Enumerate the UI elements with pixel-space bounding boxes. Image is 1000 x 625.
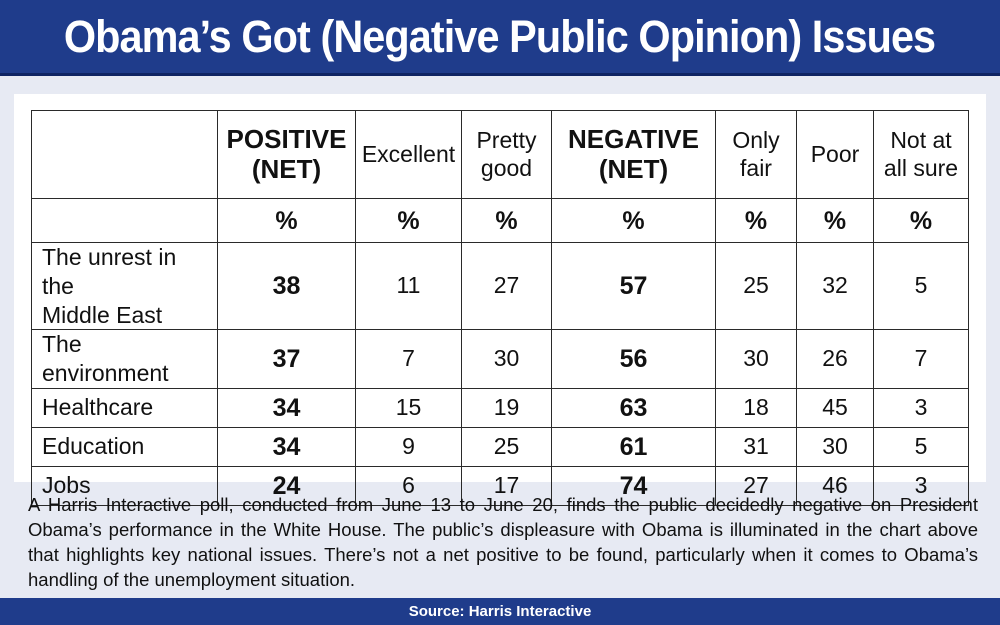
- net-value-cell: 24: [217, 465, 356, 506]
- unit-cell: %: [551, 198, 716, 243]
- value-cell: 30: [461, 329, 552, 389]
- value-cell: 30: [796, 426, 874, 467]
- value-cell: 7: [873, 329, 969, 389]
- row-label: The environment: [31, 329, 218, 389]
- value-cell: 31: [715, 426, 797, 467]
- value-cell: 25: [715, 241, 797, 331]
- source-bar: Source: Harris Interactive: [0, 598, 1000, 625]
- table-row: The environment 37 7 30 56 30 26 7: [31, 329, 969, 389]
- value-cell: 27: [461, 241, 552, 331]
- source-text: Source: Harris Interactive: [408, 603, 592, 620]
- row-label-line1: Jobs: [42, 472, 91, 499]
- row-label-line2: Middle East: [42, 301, 163, 328]
- column-header-line1: Pretty: [476, 126, 537, 153]
- table-row: The unrest in the Middle East 38 11 27 57 25 32…: [31, 241, 969, 331]
- value-cell: 5: [873, 426, 969, 467]
- value-cell: 7: [355, 329, 462, 389]
- column-header-line1: Not at: [890, 126, 952, 153]
- row-label: Education: [31, 426, 218, 467]
- unit-cell: %: [873, 198, 969, 243]
- table-row: Healthcare 34 15 19 63 18 45 3: [31, 387, 969, 428]
- value-cell: 5: [873, 241, 969, 331]
- row-label-line1: The environment: [42, 331, 169, 386]
- row-label: The unrest in the Middle East: [31, 241, 218, 331]
- poll-table: POSITIVE (NET) Excellent Pretty good NEGATIVE…: [31, 110, 969, 506]
- column-header-line1: Poor: [810, 140, 860, 167]
- table-panel: POSITIVE (NET) Excellent Pretty good NEGATIVE…: [14, 94, 986, 506]
- column-header-line1: Only: [732, 126, 780, 153]
- column-header-line2: good: [480, 154, 533, 181]
- column-header: Not at all sure: [873, 110, 969, 199]
- value-cell: 17: [461, 465, 552, 506]
- unit-cell: %: [355, 198, 462, 243]
- table-row: Education 34 9 25 61 31 30 5: [31, 426, 969, 467]
- unit-row-label-cell: [31, 198, 218, 243]
- column-header: Poor: [796, 110, 874, 199]
- column-header-line1: Excellent: [361, 140, 456, 167]
- caption-text: A Harris Interactive poll, conducted fro…: [28, 494, 978, 590]
- row-label-line1: Healthcare: [42, 394, 154, 421]
- unit-cell: %: [461, 198, 552, 243]
- row-label: Healthcare: [31, 387, 218, 428]
- net-value-cell: 38: [217, 241, 356, 331]
- column-header-line1: NEGATIVE: [568, 123, 699, 154]
- value-cell: 45: [796, 387, 874, 428]
- net-value-cell: 37: [217, 329, 356, 389]
- row-label: Jobs: [31, 465, 218, 506]
- column-header-line2: fair: [740, 154, 772, 181]
- value-cell: 30: [715, 329, 797, 389]
- value-cell: 11: [355, 241, 462, 331]
- net-value-cell: 63: [551, 387, 716, 428]
- value-cell: 25: [461, 426, 552, 467]
- value-cell: 18: [715, 387, 797, 428]
- table-row: Jobs 24 6 17 74 27 46 3: [31, 465, 969, 506]
- title-bar: Obama’s Got (Negative Public Opinion) Is…: [0, 0, 1000, 76]
- net-value-cell: 56: [551, 329, 716, 389]
- value-cell: 6: [355, 465, 462, 506]
- table-unit-row: %%%%%%%: [31, 198, 969, 243]
- value-cell: 15: [355, 387, 462, 428]
- unit-cell: %: [217, 198, 356, 243]
- value-cell: 46: [796, 465, 874, 506]
- table-header-row: POSITIVE (NET) Excellent Pretty good NEGATIVE…: [31, 110, 969, 199]
- row-label-line1: The unrest in the: [42, 244, 177, 299]
- column-header: POSITIVE (NET): [217, 110, 356, 199]
- column-header-line1: POSITIVE: [226, 123, 347, 154]
- column-header: Only fair: [715, 110, 797, 199]
- net-value-cell: 57: [551, 241, 716, 331]
- column-header: Excellent: [355, 110, 462, 199]
- value-cell: 3: [873, 465, 969, 506]
- value-cell: 3: [873, 387, 969, 428]
- table-corner-cell: [31, 110, 218, 199]
- row-label-line1: Education: [42, 433, 145, 460]
- unit-cell: %: [796, 198, 874, 243]
- value-cell: 27: [715, 465, 797, 506]
- column-header-line2: (NET): [251, 153, 322, 184]
- value-cell: 19: [461, 387, 552, 428]
- net-value-cell: 34: [217, 387, 356, 428]
- value-cell: 26: [796, 329, 874, 389]
- value-cell: 32: [796, 241, 874, 331]
- column-header: NEGATIVE (NET): [551, 110, 716, 199]
- column-header: Pretty good: [461, 110, 552, 199]
- column-header-line2: all sure: [883, 154, 959, 181]
- column-header-line2: (NET): [598, 153, 669, 184]
- net-value-cell: 61: [551, 426, 716, 467]
- unit-cell: %: [715, 198, 797, 243]
- chart-title: Obama’s Got (Negative Public Opinion) Is…: [64, 10, 936, 62]
- net-value-cell: 74: [551, 465, 716, 506]
- value-cell: 9: [355, 426, 462, 467]
- net-value-cell: 34: [217, 426, 356, 467]
